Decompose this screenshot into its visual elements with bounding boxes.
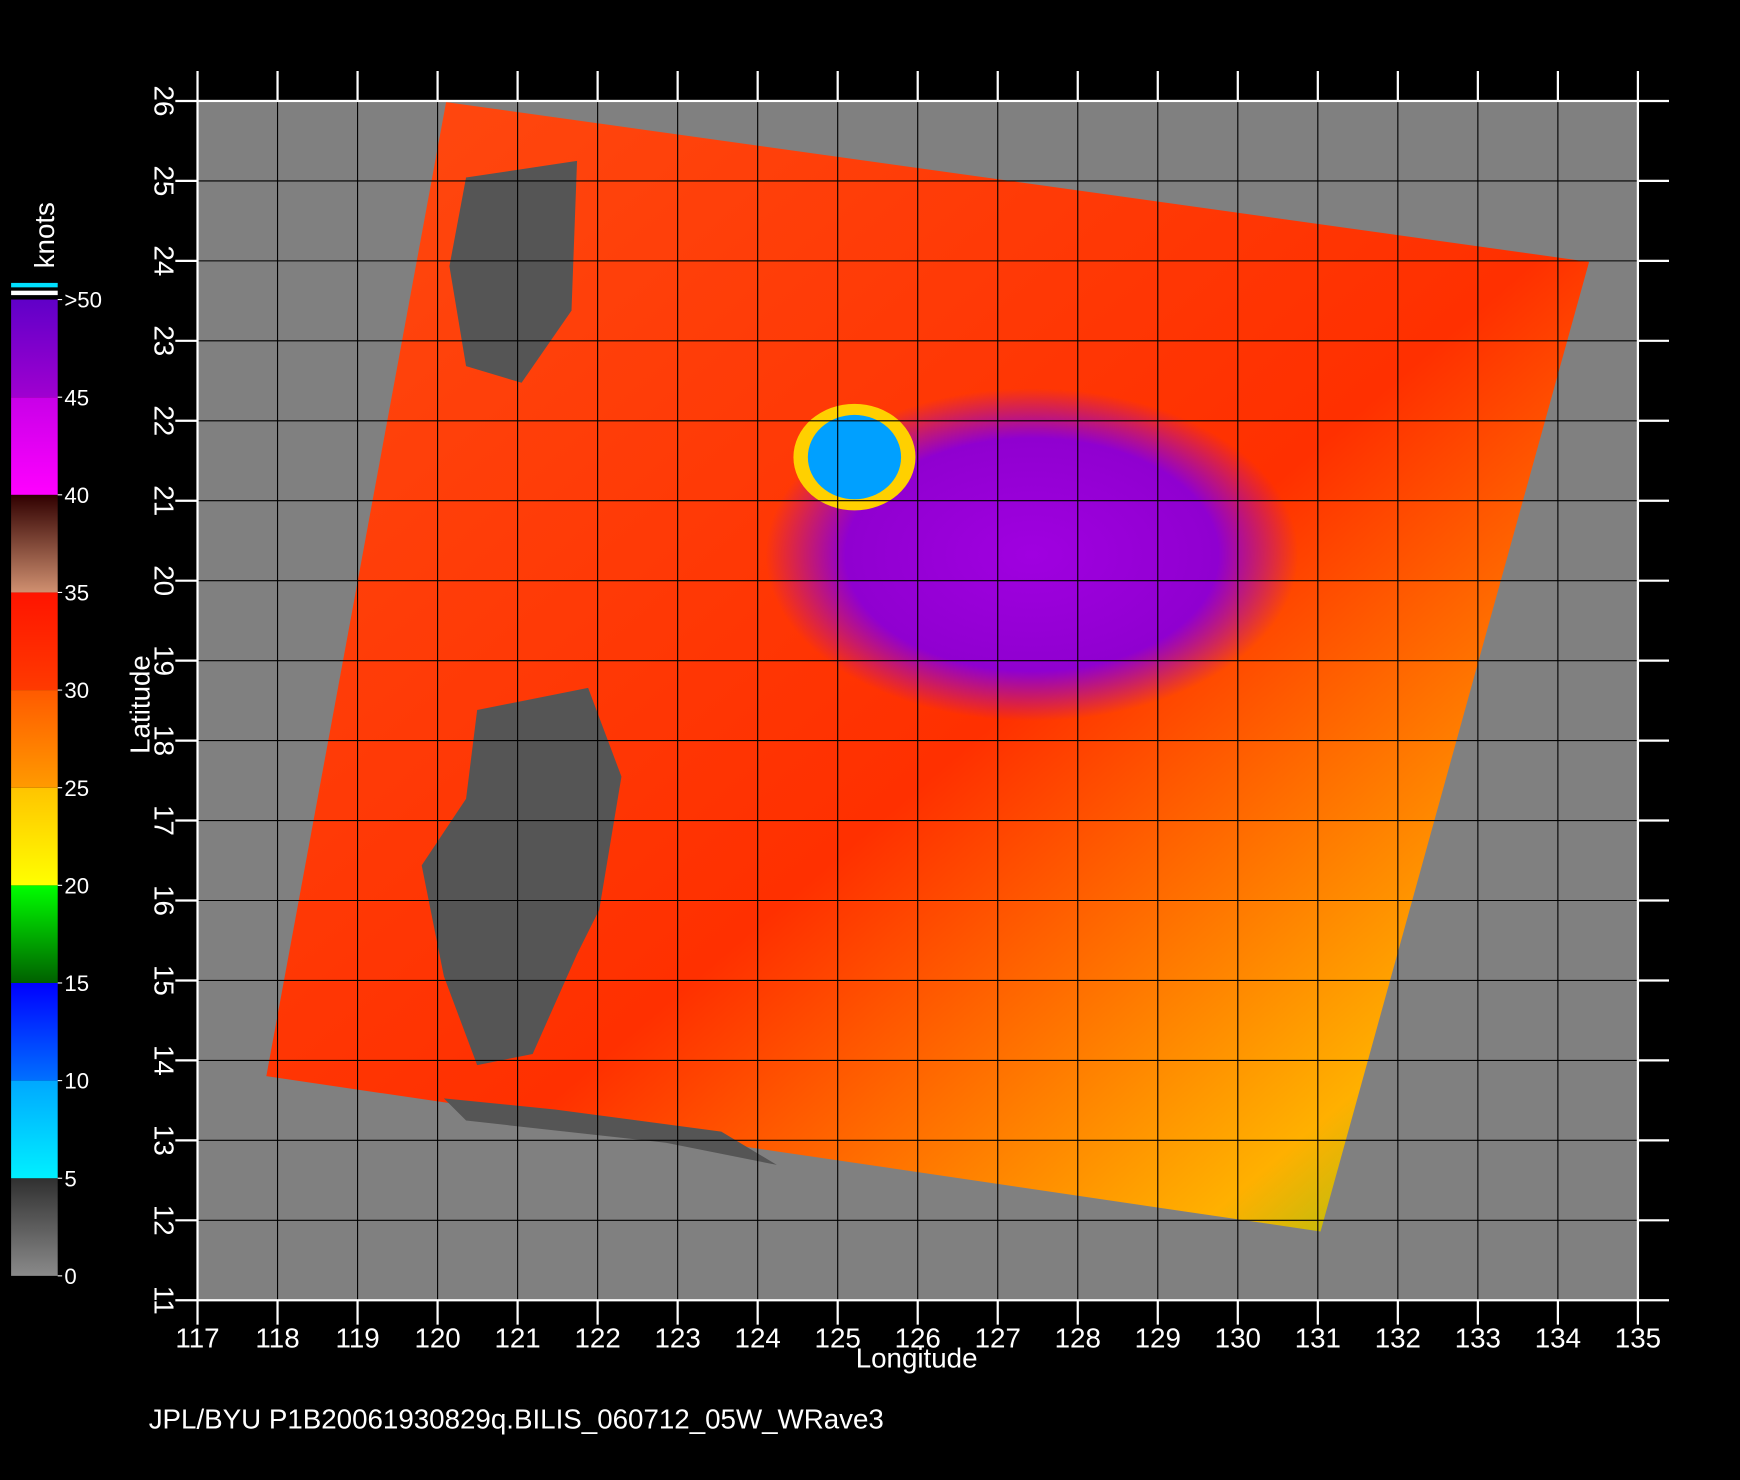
colorbar-tick-label: 10 <box>64 1069 89 1094</box>
colorbar-segment <box>11 1178 58 1276</box>
x-tick-label: 118 <box>255 1323 299 1354</box>
colorbar-cap <box>11 290 58 296</box>
colorbar-label: knots <box>29 202 60 268</box>
x-tick-label: 133 <box>1455 1323 1501 1354</box>
land <box>443 1098 777 1165</box>
x-axis-label: Longitude <box>856 1343 978 1374</box>
colorbar-segment <box>11 299 58 398</box>
colorbar-segment <box>11 690 58 788</box>
y-tick-label: 22 <box>149 405 180 436</box>
y-tick-label: 11 <box>149 1286 180 1315</box>
colorbar-segment <box>11 885 58 983</box>
y-axis-label: Latitude <box>124 655 155 754</box>
colorbar-tick-label: 5 <box>64 1166 76 1191</box>
colorbar-tick-label: 35 <box>64 581 89 606</box>
eye <box>807 414 902 500</box>
y-tick-label: 26 <box>149 86 180 117</box>
y-tick-label: 14 <box>149 1045 180 1076</box>
land <box>421 687 622 1066</box>
y-tick-label: 24 <box>149 245 180 276</box>
x-tick-label: 120 <box>414 1323 460 1354</box>
y-tick-label: 19 <box>149 645 180 676</box>
colorbar-tick-label: 0 <box>64 1264 76 1289</box>
x-tick-label: 134 <box>1535 1323 1581 1354</box>
x-tick-label: 131 <box>1295 1323 1341 1354</box>
x-tick-label: 117 <box>175 1323 219 1354</box>
land <box>449 160 578 383</box>
colorbar-tick-label: 20 <box>64 873 89 898</box>
y-tick-label: 12 <box>149 1205 180 1236</box>
x-tick-label: 127 <box>975 1323 1021 1354</box>
colorbar-tick-label: 45 <box>64 385 89 410</box>
x-tick-label: 119 <box>335 1323 379 1354</box>
colorbar-segment <box>11 787 58 886</box>
y-tick-label: 18 <box>149 725 180 756</box>
plot-frame <box>196 99 1640 1302</box>
x-tick-label: 126 <box>895 1323 941 1354</box>
colorbar-tick-label: >50 <box>64 288 102 313</box>
y-tick-label: 20 <box>149 565 180 596</box>
y-tick-label: 16 <box>149 885 180 916</box>
y-tick-label: 17 <box>149 805 180 836</box>
x-tick-label: 123 <box>655 1323 701 1354</box>
y-tick-label: 23 <box>149 325 180 356</box>
x-tick-label: 125 <box>815 1323 861 1354</box>
colorbar-segment <box>11 592 58 691</box>
y-tick-label: 21 <box>149 485 180 516</box>
x-tick-label: 129 <box>1135 1323 1181 1354</box>
footer: JPL/BYU P1B20061930829q.BILIS_060712_05W… <box>149 1404 884 1435</box>
colorbar-tick-label: 25 <box>64 776 89 801</box>
x-tick-label: 128 <box>1055 1323 1101 1354</box>
y-tick-label: 25 <box>149 165 180 196</box>
colorbar-tick-label: 30 <box>64 678 89 703</box>
colorbar-cap <box>11 282 58 288</box>
x-tick-label: 122 <box>575 1323 621 1354</box>
colorbar-segment <box>11 397 58 495</box>
x-tick-label: 132 <box>1375 1323 1421 1354</box>
colorbar-tick-label: 15 <box>64 971 89 996</box>
x-tick-label: 135 <box>1615 1323 1661 1354</box>
y-tick-label: 13 <box>149 1125 180 1156</box>
colorbar-segment <box>11 982 58 1081</box>
x-tick-label: 124 <box>735 1323 781 1354</box>
colorbar-segment <box>11 1080 58 1179</box>
colorbar-segment <box>11 494 58 593</box>
x-tick-label: 121 <box>494 1323 540 1354</box>
colorbar-tick-label: 40 <box>64 483 89 508</box>
x-tick-label: 130 <box>1215 1323 1261 1354</box>
y-tick-label: 15 <box>149 965 180 996</box>
